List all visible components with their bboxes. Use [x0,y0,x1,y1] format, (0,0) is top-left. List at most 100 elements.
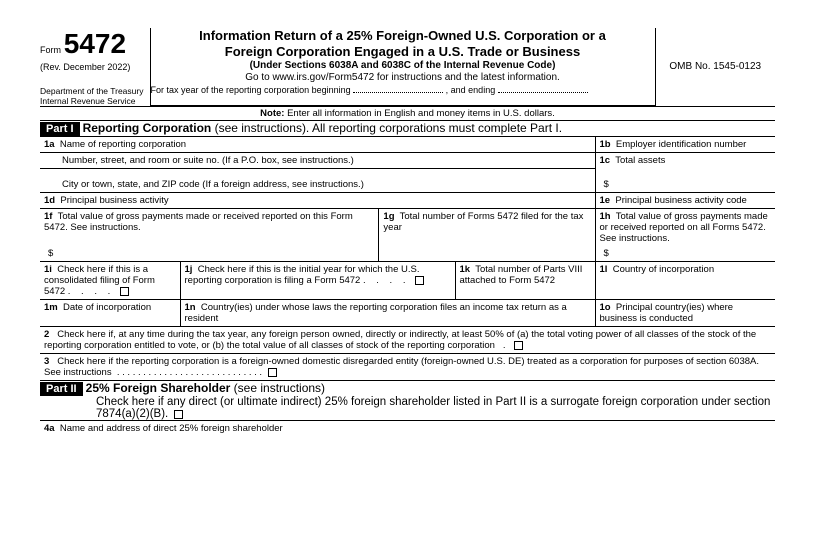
cell-1f-dollar[interactable]: $ [40,246,379,262]
num-1k: 1k [460,264,471,275]
part2-title: 25% Foreign Shareholder [86,381,231,395]
main-table: Part I Reporting Corporation (see instru… [40,120,775,436]
cell-4a[interactable]: 4a Name and address of direct 25% foreig… [40,421,775,437]
label-1b: Employer identification number [616,139,746,150]
cell-1i[interactable]: 1i Check here if this is a consolidated … [40,262,180,300]
omb-cell: OMB No. 1545-0123 [655,28,775,106]
dept-cell: Department of the Treasury Internal Reve… [40,83,150,106]
cell-1b[interactable]: 1b Employer identification number [595,137,775,153]
cell-1k[interactable]: 1k Total number of Parts VIII attached t… [455,262,595,300]
dots-1i: . . . . [68,286,114,297]
label-1o: Principal country(ies) where business is… [600,302,734,324]
label-1l: Country of incorporation [613,264,714,275]
form-number: 5472 [64,28,126,59]
cell-1a[interactable]: 1a Name of reporting corporation [40,137,595,153]
num-1n: 1n [185,302,196,313]
label-1f: Total value of gross payments made or re… [44,211,353,233]
label-addr1: Number, street, and room or suite no. (I… [62,155,354,166]
part1-desc: (see instructions). All reporting corpor… [211,121,562,135]
part2-desc: (see instructions) [230,381,325,395]
note-label: Note: [260,108,284,119]
dollar-1h: $ [600,248,609,259]
form-header: Form 5472 (Rev. December 2022) Informati… [40,28,775,106]
dollar-1c: $ [600,179,609,190]
cell-1l[interactable]: 1l Country of incorporation [595,262,775,300]
label-addr2: City or town, state, and ZIP code (If a … [62,179,364,190]
num-4a: 4a [44,423,55,434]
num-1e: 1e [600,195,611,206]
checkbox-1j[interactable] [415,276,424,285]
num-1f: 1f [44,211,52,222]
cell-1e[interactable]: 1e Principal business activity code [595,193,775,209]
label-1k: Total number of Parts VIII attached to F… [460,264,583,286]
label-1c: Total assets [615,155,665,166]
part1-label: Part I [40,122,80,136]
taxyear-end-label: , and ending [446,85,496,95]
cell-3[interactable]: 3 Check here if the reporting corporatio… [40,354,775,381]
num-1c: 1c [600,155,611,166]
taxyear-cell: For tax year of the reporting corporatio… [150,83,655,106]
num-1l: 1l [600,264,608,275]
label-1a: Name of reporting corporation [60,139,186,150]
taxyear-begin-label: For tax year of the reporting corporatio… [151,85,351,95]
cell-1h[interactable]: 1h Total value of gross payments made or… [595,209,775,247]
form-word: Form [40,45,61,55]
num-2: 2 [44,329,49,340]
label-2: Check here if, at any time during the ta… [44,329,756,351]
num-1m: 1m [44,302,58,313]
checkbox-part2[interactable] [174,410,183,419]
cell-1c[interactable]: 1c Total assets [595,153,775,169]
cell-2[interactable]: 2 Check here if, at any time during the … [40,327,775,354]
num-1h: 1h [600,211,611,222]
num-1d: 1d [44,195,55,206]
label-1e: Principal business activity code [615,195,746,206]
dept-line2: Internal Revenue Service [40,97,150,106]
checkbox-1i[interactable] [120,287,129,296]
label-4a: Name and address of direct 25% foreign s… [60,423,283,434]
num-1i: 1i [44,264,52,275]
title-line1: Information Return of a 25% Foreign-Owne… [151,28,655,44]
cell-1f[interactable]: 1f Total value of gross payments made or… [40,209,379,247]
note-text: Enter all information in English and mon… [284,108,554,119]
cell-1g[interactable]: 1g Total number of Forms 5472 filed for … [379,209,595,262]
note-row: Note: Enter all information in English a… [40,106,775,120]
title-cell: Information Return of a 25% Foreign-Owne… [150,28,655,83]
num-1b: 1b [600,139,611,150]
part2-header: Part II 25% Foreign Shareholder (see ins… [40,381,775,421]
label-1d: Principal business activity [60,195,168,206]
dots-3: . . . . . . . . . . . . . . . . . . . . … [117,367,262,378]
checkbox-3[interactable] [268,368,277,377]
label-1m: Date of incorporation [63,302,151,313]
cell-addr2[interactable]: City or town, state, and ZIP code (If a … [40,169,595,193]
num-1j: 1j [185,264,193,275]
taxyear-end-input[interactable] [498,83,588,93]
taxyear-begin-input[interactable] [353,83,443,93]
cell-1n[interactable]: 1n Country(ies) under whose laws the rep… [180,300,595,327]
cell-1d[interactable]: 1d Principal business activity [40,193,595,209]
revision: (Rev. December 2022) [40,62,150,72]
label-1g: Total number of Forms 5472 filed for the… [383,211,583,233]
part2-sub: Check here if any direct (or ultimate in… [96,396,770,420]
part2-label: Part II [40,382,83,396]
cell-1c-dollar[interactable]: $ [595,169,775,193]
part1-header: Part I Reporting Corporation (see instru… [40,121,775,137]
num-1g: 1g [383,211,394,222]
cell-1m[interactable]: 1m Date of incorporation [40,300,180,327]
checkbox-2[interactable] [514,341,523,350]
form-number-cell: Form 5472 (Rev. December 2022) [40,28,150,83]
num-1o: 1o [600,302,611,313]
label-1h: Total value of gross payments made or re… [600,211,768,244]
cell-1o[interactable]: 1o Principal country(ies) where business… [595,300,775,327]
title-line2: Foreign Corporation Engaged in a U.S. Tr… [151,44,655,60]
subtitle: (Under Sections 6038A and 6038C of the I… [151,60,655,71]
num-3: 3 [44,356,49,367]
goto-link: Go to www.irs.gov/Form5472 for instructi… [151,72,655,83]
cell-1h-dollar[interactable]: $ [595,246,775,262]
dots-1j: . . . . [363,275,409,286]
label-1n: Country(ies) under whose laws the report… [185,302,567,324]
part1-title: Reporting Corporation [83,121,212,135]
cell-addr1[interactable]: Number, street, and room or suite no. (I… [40,153,595,169]
part2-sub-row: Check here if any direct (or ultimate in… [40,396,775,420]
num-1a: 1a [44,139,55,150]
cell-1j[interactable]: 1j Check here if this is the initial yea… [180,262,455,300]
